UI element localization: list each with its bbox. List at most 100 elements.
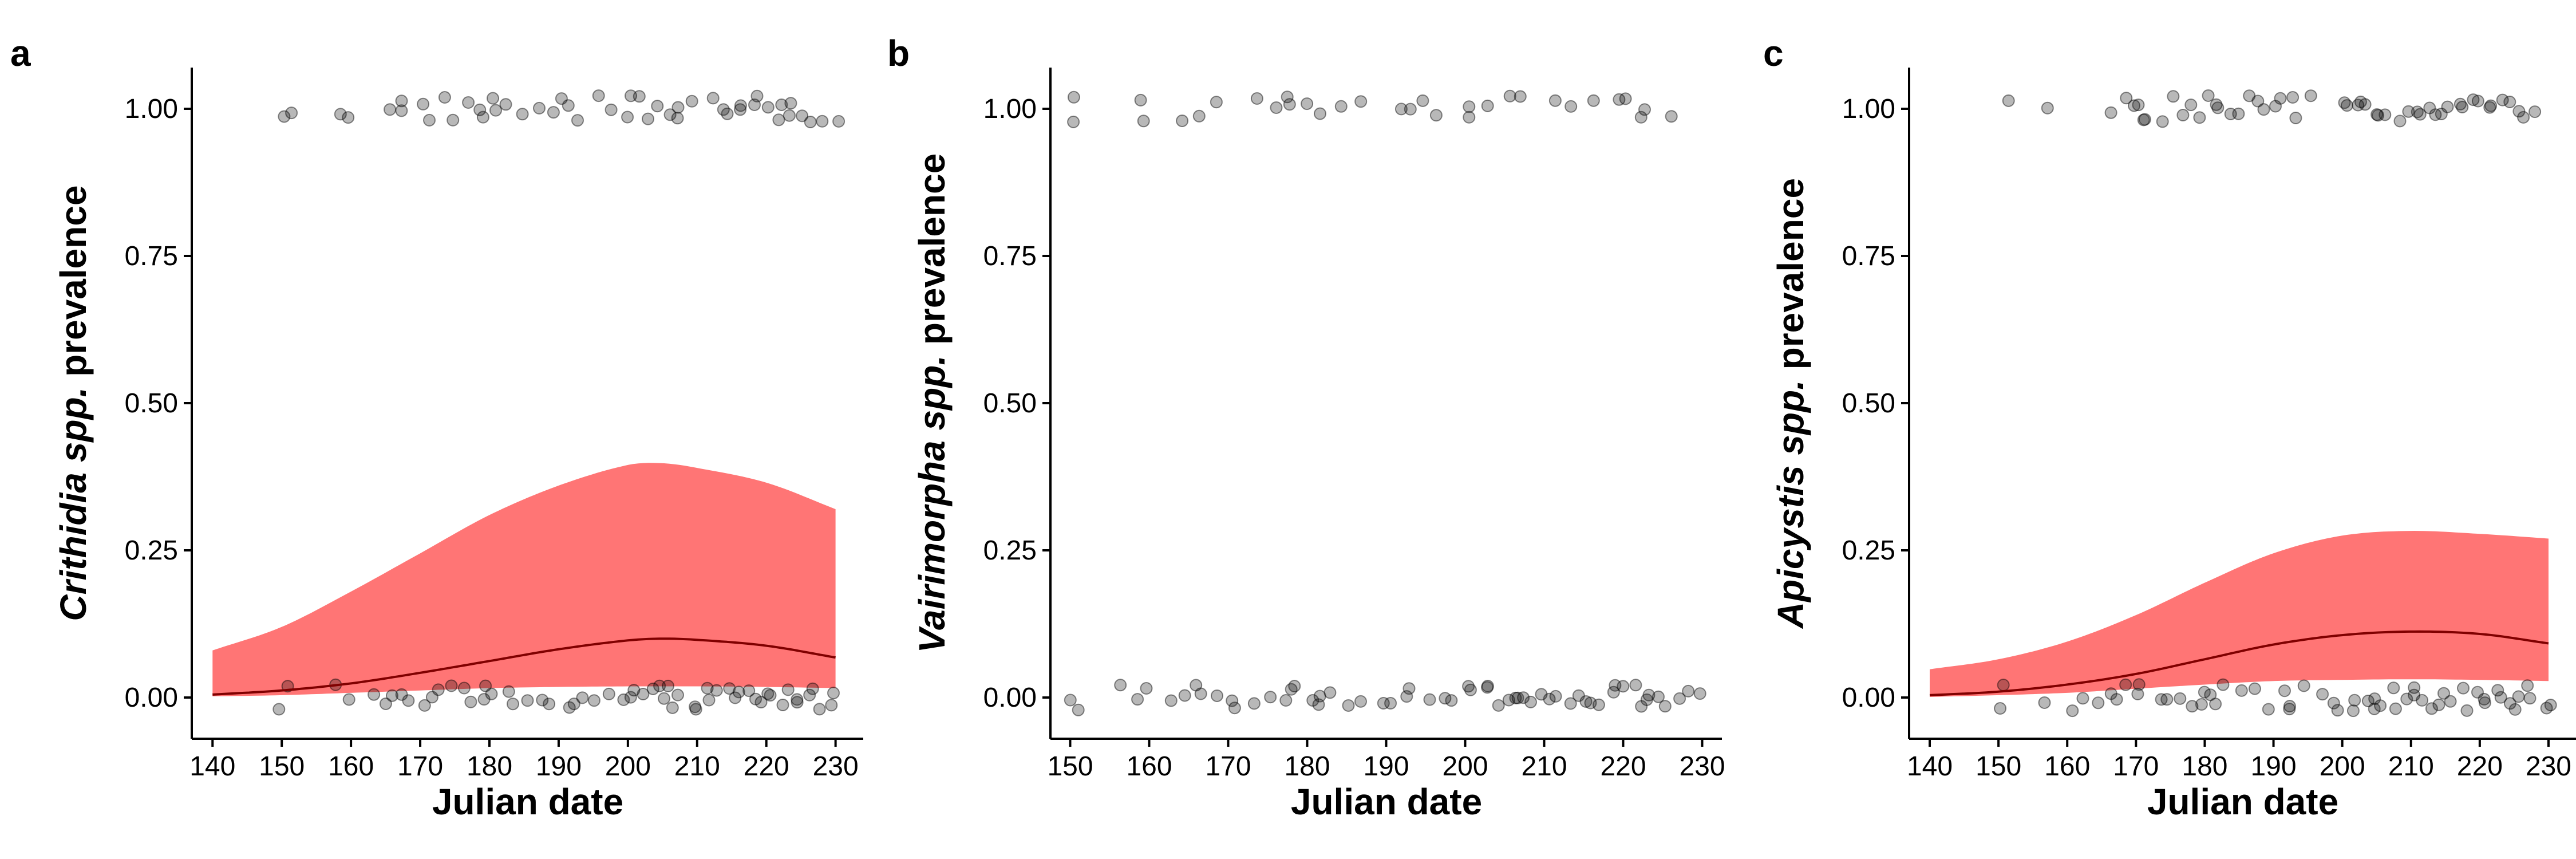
point-negative [1072, 703, 1085, 716]
x-tick-label: 200 [605, 751, 651, 782]
point-negative [272, 703, 286, 716]
point-positive [473, 103, 487, 116]
point-positive [2435, 108, 2448, 120]
point-positive [1210, 96, 1223, 109]
point-positive [1463, 111, 1476, 124]
point-positive [734, 103, 747, 116]
point-negative [2327, 696, 2340, 710]
x-tick-label: 210 [2388, 751, 2434, 782]
point-negative [1524, 695, 1537, 708]
y-tick-label: 0.75 [983, 241, 1037, 271]
point-negative [1481, 680, 1494, 692]
point-negative [729, 691, 742, 704]
point-negative [507, 698, 519, 711]
point-negative [2503, 697, 2516, 710]
point-positive [2441, 100, 2454, 113]
point-positive [625, 89, 637, 103]
point-positive [734, 99, 747, 112]
point-positive [2338, 96, 2351, 109]
point-negative [1264, 691, 1277, 704]
point-positive [1416, 94, 1429, 107]
point-negative [2521, 679, 2534, 692]
point-positive [417, 97, 430, 111]
point-negative [2523, 692, 2537, 705]
point-negative [1377, 697, 1390, 710]
point-positive [1404, 103, 1417, 116]
point-positive [2304, 89, 2317, 103]
point-positive [621, 111, 634, 124]
point-negative [2278, 684, 2291, 698]
point-negative [1285, 683, 1298, 696]
y-tick-label: 0.75 [125, 241, 178, 271]
point-positive [633, 90, 646, 103]
point-negative [2348, 693, 2361, 707]
point-positive [2251, 94, 2265, 108]
point-positive [2257, 103, 2270, 116]
point-positive [476, 111, 489, 124]
point-positive [1354, 95, 1368, 108]
x-tick-label: 220 [744, 751, 789, 782]
point-negative [646, 682, 659, 695]
point-positive [1463, 100, 1476, 113]
point-negative [2248, 682, 2261, 695]
point-positive [2352, 98, 2365, 112]
point-positive [775, 98, 788, 111]
point-negative [1629, 679, 1642, 692]
point-positive [2503, 96, 2516, 108]
point-positive [2002, 94, 2015, 107]
point-negative [723, 682, 736, 695]
point-negative [2204, 688, 2217, 702]
point-negative [2119, 678, 2132, 691]
point-negative [2491, 684, 2504, 697]
point-positive [1394, 103, 1408, 116]
point-negative [445, 679, 458, 692]
point-negative [2432, 698, 2445, 711]
point-negative [749, 692, 762, 706]
point-positive [516, 108, 529, 121]
point-negative [2368, 702, 2381, 715]
point-negative [602, 687, 615, 700]
point-positive [2471, 94, 2484, 108]
point-negative [2540, 702, 2553, 715]
point-negative [2235, 684, 2248, 697]
point-positive [2429, 108, 2442, 121]
point-negative [2331, 704, 2344, 717]
point-positive [706, 92, 720, 105]
point-negative [2066, 704, 2079, 718]
point-positive [1137, 115, 1150, 128]
point-negative [803, 688, 816, 702]
point-positive [651, 100, 664, 113]
point-negative [479, 679, 492, 692]
point-negative [2092, 696, 2105, 710]
point-negative [1306, 694, 1319, 707]
point-negative [2389, 702, 2402, 715]
panel-letter: b [887, 33, 910, 74]
point-negative [781, 683, 795, 696]
point-negative [2460, 704, 2474, 717]
x-tick-label: 230 [813, 751, 859, 782]
point-positive [717, 103, 730, 116]
point-negative [2400, 692, 2413, 706]
y-tick-label: 1.00 [983, 94, 1037, 124]
point-positive [832, 115, 846, 128]
point-negative [742, 684, 756, 698]
point-positive [2453, 97, 2467, 111]
point-positive [462, 96, 475, 109]
point-positive [2128, 99, 2140, 112]
point-negative [543, 698, 556, 711]
x-tick-label: 140 [1907, 751, 1953, 782]
point-negative [710, 684, 723, 697]
point-positive [2358, 98, 2372, 111]
point-positive [685, 94, 698, 108]
y-axis-title-italic: Crithidia spp. [53, 387, 94, 621]
point-negative [2416, 693, 2429, 707]
point-positive [750, 89, 764, 103]
point-negative [418, 699, 431, 712]
point-negative [689, 703, 702, 716]
point-negative [2131, 687, 2144, 700]
x-tick-label: 170 [397, 751, 443, 782]
point-negative [776, 699, 789, 711]
y-tick-label: 1.00 [1842, 94, 1895, 124]
point-positive [2274, 92, 2287, 105]
point-negative [2471, 685, 2484, 699]
